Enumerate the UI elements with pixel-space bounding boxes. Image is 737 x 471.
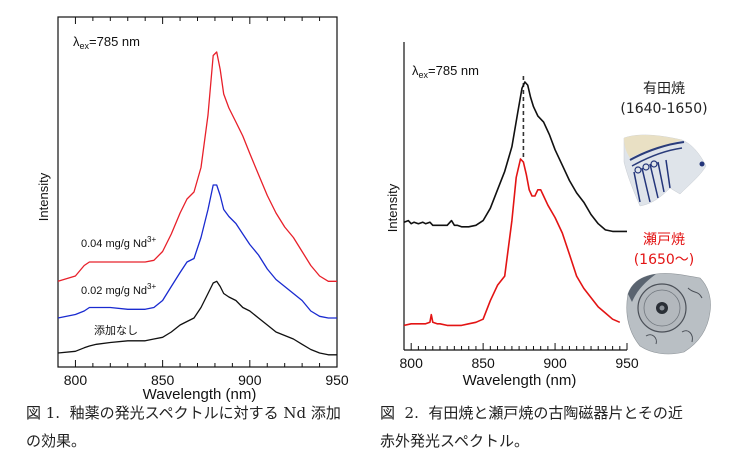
excitation-annotation: λex=785 nm xyxy=(73,34,140,51)
figure-2-caption: 図 2. 有田焼と瀬戸焼の古陶磁器片とその近 赤外発光スペクトル。 xyxy=(380,404,683,450)
annotation-rest: =785 nm xyxy=(89,34,140,49)
x-tick-label: 850 xyxy=(471,355,495,371)
x-tick-labels: 800 850 900 950 xyxy=(400,355,639,371)
sample-name-label: 瀬戸焼 xyxy=(643,232,685,248)
tick-marks xyxy=(57,17,338,367)
x-tick-label: 950 xyxy=(325,372,349,388)
arita-ware-shard-photo xyxy=(623,134,707,207)
sample-name-label: 有田焼 xyxy=(643,81,685,97)
annotation-sub: ex xyxy=(80,41,90,51)
series-label: 添加なし xyxy=(94,323,138,337)
series-label: 0.02 mg/g Nd3+ xyxy=(81,282,156,297)
x-tick-labels: 800 850 900 950 xyxy=(64,372,349,388)
x-tick-label: 800 xyxy=(64,372,88,388)
seto-ware-shard-photo xyxy=(626,273,711,355)
sample-period-label: (1640-1650) xyxy=(620,101,707,117)
x-tick-label: 900 xyxy=(238,372,262,388)
figure-2-chart: 800 850 900 950 Wavelength (nm) Intensity λ… xyxy=(385,42,708,389)
annotation-lambda: λ xyxy=(412,63,419,78)
x-tick-label: 800 xyxy=(400,355,424,371)
annotation-rest: =785 nm xyxy=(428,63,479,78)
sample-labels: 有田焼 (1640-1650) 瀬戸焼 (1650〜) xyxy=(620,81,707,268)
series-lines xyxy=(403,81,627,327)
series-lines xyxy=(57,51,337,356)
annotation-lambda: λ xyxy=(73,34,80,49)
excitation-annotation: λex=785 nm xyxy=(412,63,479,80)
plot-frame xyxy=(57,16,338,368)
x-tick-label: 950 xyxy=(615,355,639,371)
series-line xyxy=(57,51,337,282)
series-line xyxy=(403,158,621,327)
sample-period-label: (1650〜) xyxy=(634,252,695,268)
figure-1-chart: 800 850 900 950 Wavelength (nm) Intensity λ… xyxy=(36,16,349,403)
y-axis-label: Intensity xyxy=(36,172,51,221)
x-axis-label: Wavelength (nm) xyxy=(463,372,577,389)
series-line xyxy=(403,81,627,233)
annotation-sub: ex xyxy=(419,70,429,80)
tick-marks xyxy=(410,343,628,350)
x-tick-label: 900 xyxy=(543,355,567,371)
figure-1-caption: 図 1. 釉薬の発光スペクトルに対する Nd 添加 の効果。 xyxy=(26,404,341,450)
x-tick-label: 850 xyxy=(151,372,175,388)
y-axis-label: Intensity xyxy=(385,183,400,232)
series-line xyxy=(57,184,337,319)
x-axis-label: Wavelength (nm) xyxy=(143,386,257,403)
series-labels: 0.04 mg/g Nd3+ 0.02 mg/g Nd3+ 添加なし xyxy=(81,235,156,337)
series-label: 0.04 mg/g Nd3+ xyxy=(81,235,156,250)
series-line xyxy=(57,280,337,356)
